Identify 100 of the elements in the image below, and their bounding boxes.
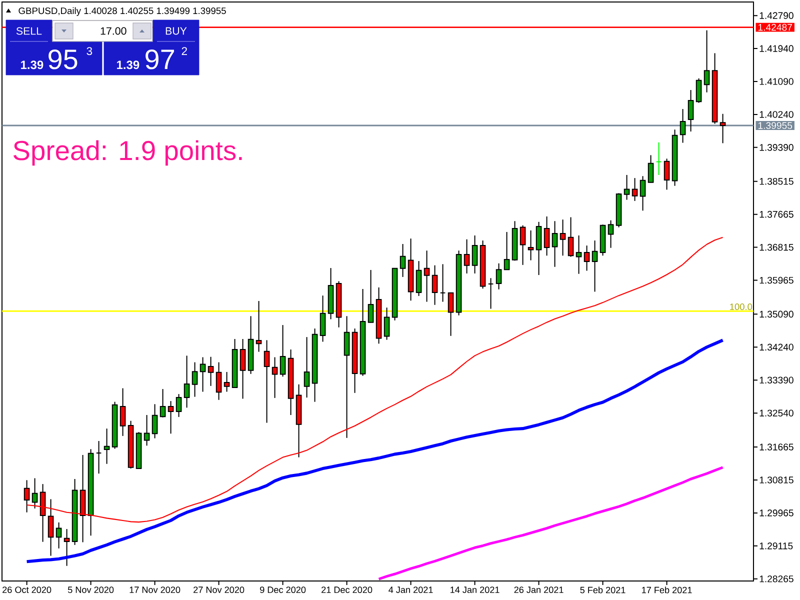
candlestick (648, 154, 654, 184)
y-tick-label: 1.41940 (760, 45, 794, 52)
y-tick-label: 1.35965 (760, 276, 794, 284)
candlestick (272, 356, 278, 398)
candlestick (224, 371, 230, 392)
candlestick (280, 324, 286, 378)
candlestick (440, 264, 446, 302)
x-tick-label: 4 Jan 2021 (388, 586, 433, 594)
candlestick (632, 178, 638, 202)
ref-line-label: 1.42487 (758, 24, 792, 31)
candlestick (656, 142, 662, 176)
candlestick (240, 338, 246, 400)
y-tick-label: 1.37665 (760, 210, 794, 218)
candlestick (496, 262, 502, 290)
annotation: 1.39 (21, 60, 44, 70)
candlestick (264, 340, 270, 424)
candlestick (544, 216, 550, 256)
x-tick-label: 26 Jan 2021 (514, 586, 564, 594)
candlestick (208, 356, 214, 386)
y-tick-label: 1.42790 (760, 12, 794, 19)
candlestick (416, 260, 422, 296)
candlestick (256, 300, 262, 352)
candlestick (384, 307, 390, 340)
candlestick (448, 292, 454, 336)
x-tick-label: 9 Dec 2020 (260, 586, 306, 594)
candlestick (528, 230, 534, 261)
x-tick-label: 5 Nov 2020 (68, 586, 114, 594)
candlestick (704, 30, 710, 93)
candlestick (424, 250, 430, 302)
candlestick (368, 269, 374, 324)
candlestick (696, 78, 702, 104)
annotation: Spread: 1.9 points. (14, 140, 242, 166)
annotation: 95 (48, 49, 78, 70)
y-tick-label: 1.39390 (760, 144, 794, 151)
annotation: BUY (166, 27, 187, 35)
y-tick-label: 1.32540 (760, 410, 794, 416)
y-tick-label: 1.28265 (760, 575, 794, 582)
candlestick (624, 174, 630, 200)
candlestick (552, 220, 558, 268)
candlestick (592, 240, 598, 292)
candlestick (192, 362, 198, 398)
x-tick-label: 5 Feb 2021 (580, 586, 626, 594)
candlestick (304, 336, 310, 398)
candlestick (432, 264, 438, 306)
candlestick (184, 355, 190, 408)
candlestick (64, 528, 70, 566)
candlestick (168, 400, 174, 434)
candlestick (688, 90, 694, 132)
annotation: 2 (182, 47, 187, 55)
y-tick-label: 1.31665 (760, 444, 794, 450)
annotation: SELL (16, 27, 42, 35)
candlestick (472, 234, 478, 274)
candlestick (176, 394, 182, 418)
x-tick-label: 17 Feb 2021 (642, 586, 692, 594)
annotation: 1.39 (117, 60, 140, 70)
candlestick (32, 478, 38, 509)
candlestick (536, 221, 542, 276)
candlestick (608, 220, 614, 248)
annotation: 97 (146, 49, 174, 70)
candlestick (152, 404, 158, 439)
y-tick-label: 1.36815 (760, 244, 794, 251)
text: GBPUSD,Daily 1.40028 1.40255 1.39499 1.39955 (18, 7, 226, 16)
candlestick (504, 231, 510, 270)
candlestick (464, 238, 470, 274)
candlestick (216, 362, 222, 400)
candlestick (680, 108, 686, 144)
annotation: 100.0 (730, 304, 752, 310)
candlestick (200, 356, 206, 392)
candlestick (344, 316, 350, 438)
candlestick (104, 428, 110, 464)
candlestick (560, 219, 566, 256)
candlestick (584, 245, 590, 272)
candlestick (120, 388, 126, 436)
candlestick (640, 176, 646, 212)
candlestick (720, 113, 726, 144)
candlestick (160, 388, 166, 418)
ref-line-label: 1.39955 (758, 122, 792, 129)
candlestick (576, 234, 582, 274)
x-tick-label: 14 Jan 2021 (450, 586, 500, 594)
y-tick-label: 1.40240 (760, 111, 794, 118)
annotation: 3 (86, 47, 92, 56)
candlestick (56, 522, 62, 549)
y-tick-label: 1.29965 (760, 510, 794, 516)
y-tick-label: 1.34240 (760, 344, 794, 351)
x-tick-label: 21 Dec 2020 (322, 586, 372, 594)
y-tick-label: 1.38515 (760, 178, 794, 185)
x-tick-label: 26 Oct 2020 (2, 586, 52, 594)
candlestick (144, 414, 150, 446)
candlestick (96, 440, 102, 474)
x-tick-label: 27 Nov 2020 (194, 586, 244, 594)
y-tick-label: 1.29115 (760, 542, 793, 550)
candlestick (520, 224, 526, 266)
candlestick (488, 278, 494, 310)
x-tick-label: 17 Nov 2020 (130, 586, 180, 594)
candlestick (320, 295, 326, 342)
y-tick-label: 1.35090 (760, 310, 794, 318)
candlestick (568, 216, 574, 258)
y-tick-label: 1.30815 (760, 476, 794, 484)
candlestick (400, 243, 406, 278)
annotation: 17.00 (100, 27, 126, 35)
